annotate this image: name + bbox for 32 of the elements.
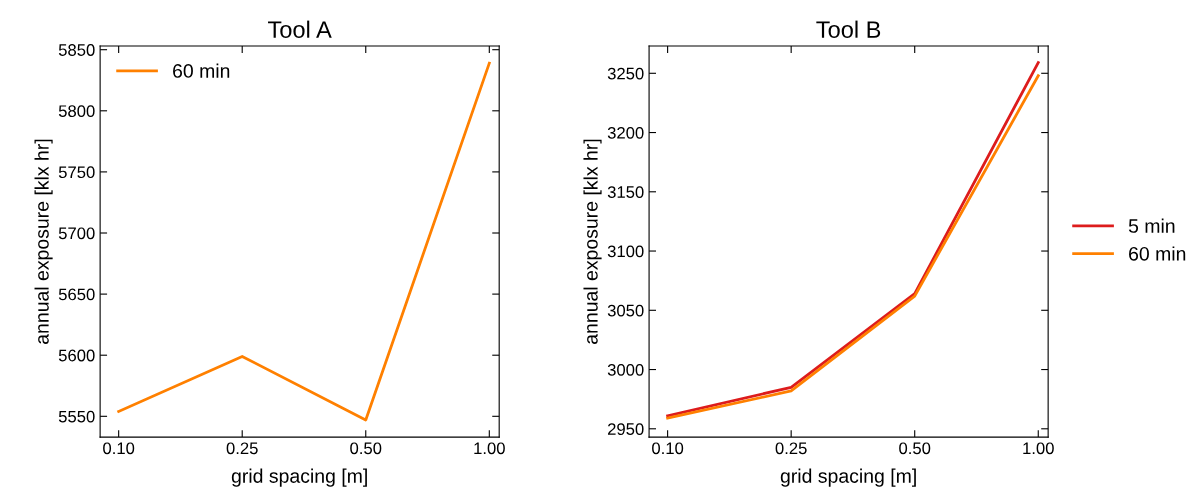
legend-label: 5 min bbox=[1128, 218, 1175, 233]
x-tick-label: 0.25 bbox=[775, 442, 807, 455]
y-tick-label: 5800 bbox=[58, 105, 95, 118]
x-tick-label: 0.10 bbox=[103, 442, 135, 455]
y-tick-label: 3050 bbox=[607, 304, 644, 317]
x-axis-title: grid spacing [m] bbox=[780, 468, 916, 487]
line-series bbox=[117, 61, 491, 422]
x-tick-label: 0.10 bbox=[652, 442, 684, 455]
y-axis-title: annual exposure [klx hr] bbox=[583, 139, 602, 344]
x-tick-label: 0.50 bbox=[350, 442, 382, 455]
legend-label: 60 min bbox=[1129, 246, 1186, 261]
y-tick-label: 5600 bbox=[58, 349, 95, 362]
x-axis-title: grid spacing [m] bbox=[231, 468, 367, 487]
y-tick-label: 5850 bbox=[58, 44, 95, 56]
legend-label: 60 min bbox=[173, 63, 230, 78]
y-axis-title: annual exposure [klx hr] bbox=[34, 139, 53, 344]
y-tick-label: 3200 bbox=[607, 126, 644, 139]
chart-title: Tool B bbox=[816, 20, 881, 38]
x-tick-label: 0.50 bbox=[899, 442, 931, 455]
chart-title: Tool A bbox=[268, 20, 332, 38]
y-tick-label: 2950 bbox=[607, 423, 644, 435]
y-tick-label: 3100 bbox=[607, 245, 644, 258]
y-tick-label: 5700 bbox=[58, 227, 95, 240]
x-tick-label: 1.00 bbox=[474, 442, 505, 455]
y-tick-label: 5550 bbox=[58, 410, 95, 423]
y-tick-label: 5750 bbox=[58, 166, 95, 179]
y-tick-label: 3250 bbox=[607, 67, 644, 80]
y-tick-label: 3000 bbox=[607, 363, 644, 376]
y-tick-label: 5650 bbox=[58, 288, 95, 301]
x-tick-label: 0.25 bbox=[226, 442, 258, 455]
x-tick-label: 1.00 bbox=[1023, 442, 1054, 455]
y-tick-label: 3150 bbox=[607, 186, 644, 198]
